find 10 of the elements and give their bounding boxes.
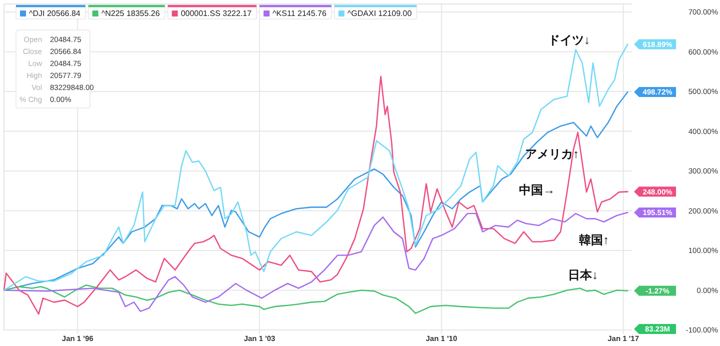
legend-label: ^DJI 20566.84 <box>29 9 81 18</box>
legend-label: ^N225 18355.26 <box>101 9 160 18</box>
annotation: 日本↓ <box>568 268 598 282</box>
legend-label: 000001.SS 3222.17 <box>180 9 252 18</box>
annotation: 韓国↑ <box>579 233 609 247</box>
legend-label: ^GDAXI 12109.00 <box>347 9 412 18</box>
legend-label: ^KS11 2145.76 <box>272 9 327 18</box>
annotation: ドイツ↓ <box>548 33 590 47</box>
annotation: アメリカ↑ <box>525 147 579 161</box>
annotation: 中国→ <box>519 183 555 197</box>
